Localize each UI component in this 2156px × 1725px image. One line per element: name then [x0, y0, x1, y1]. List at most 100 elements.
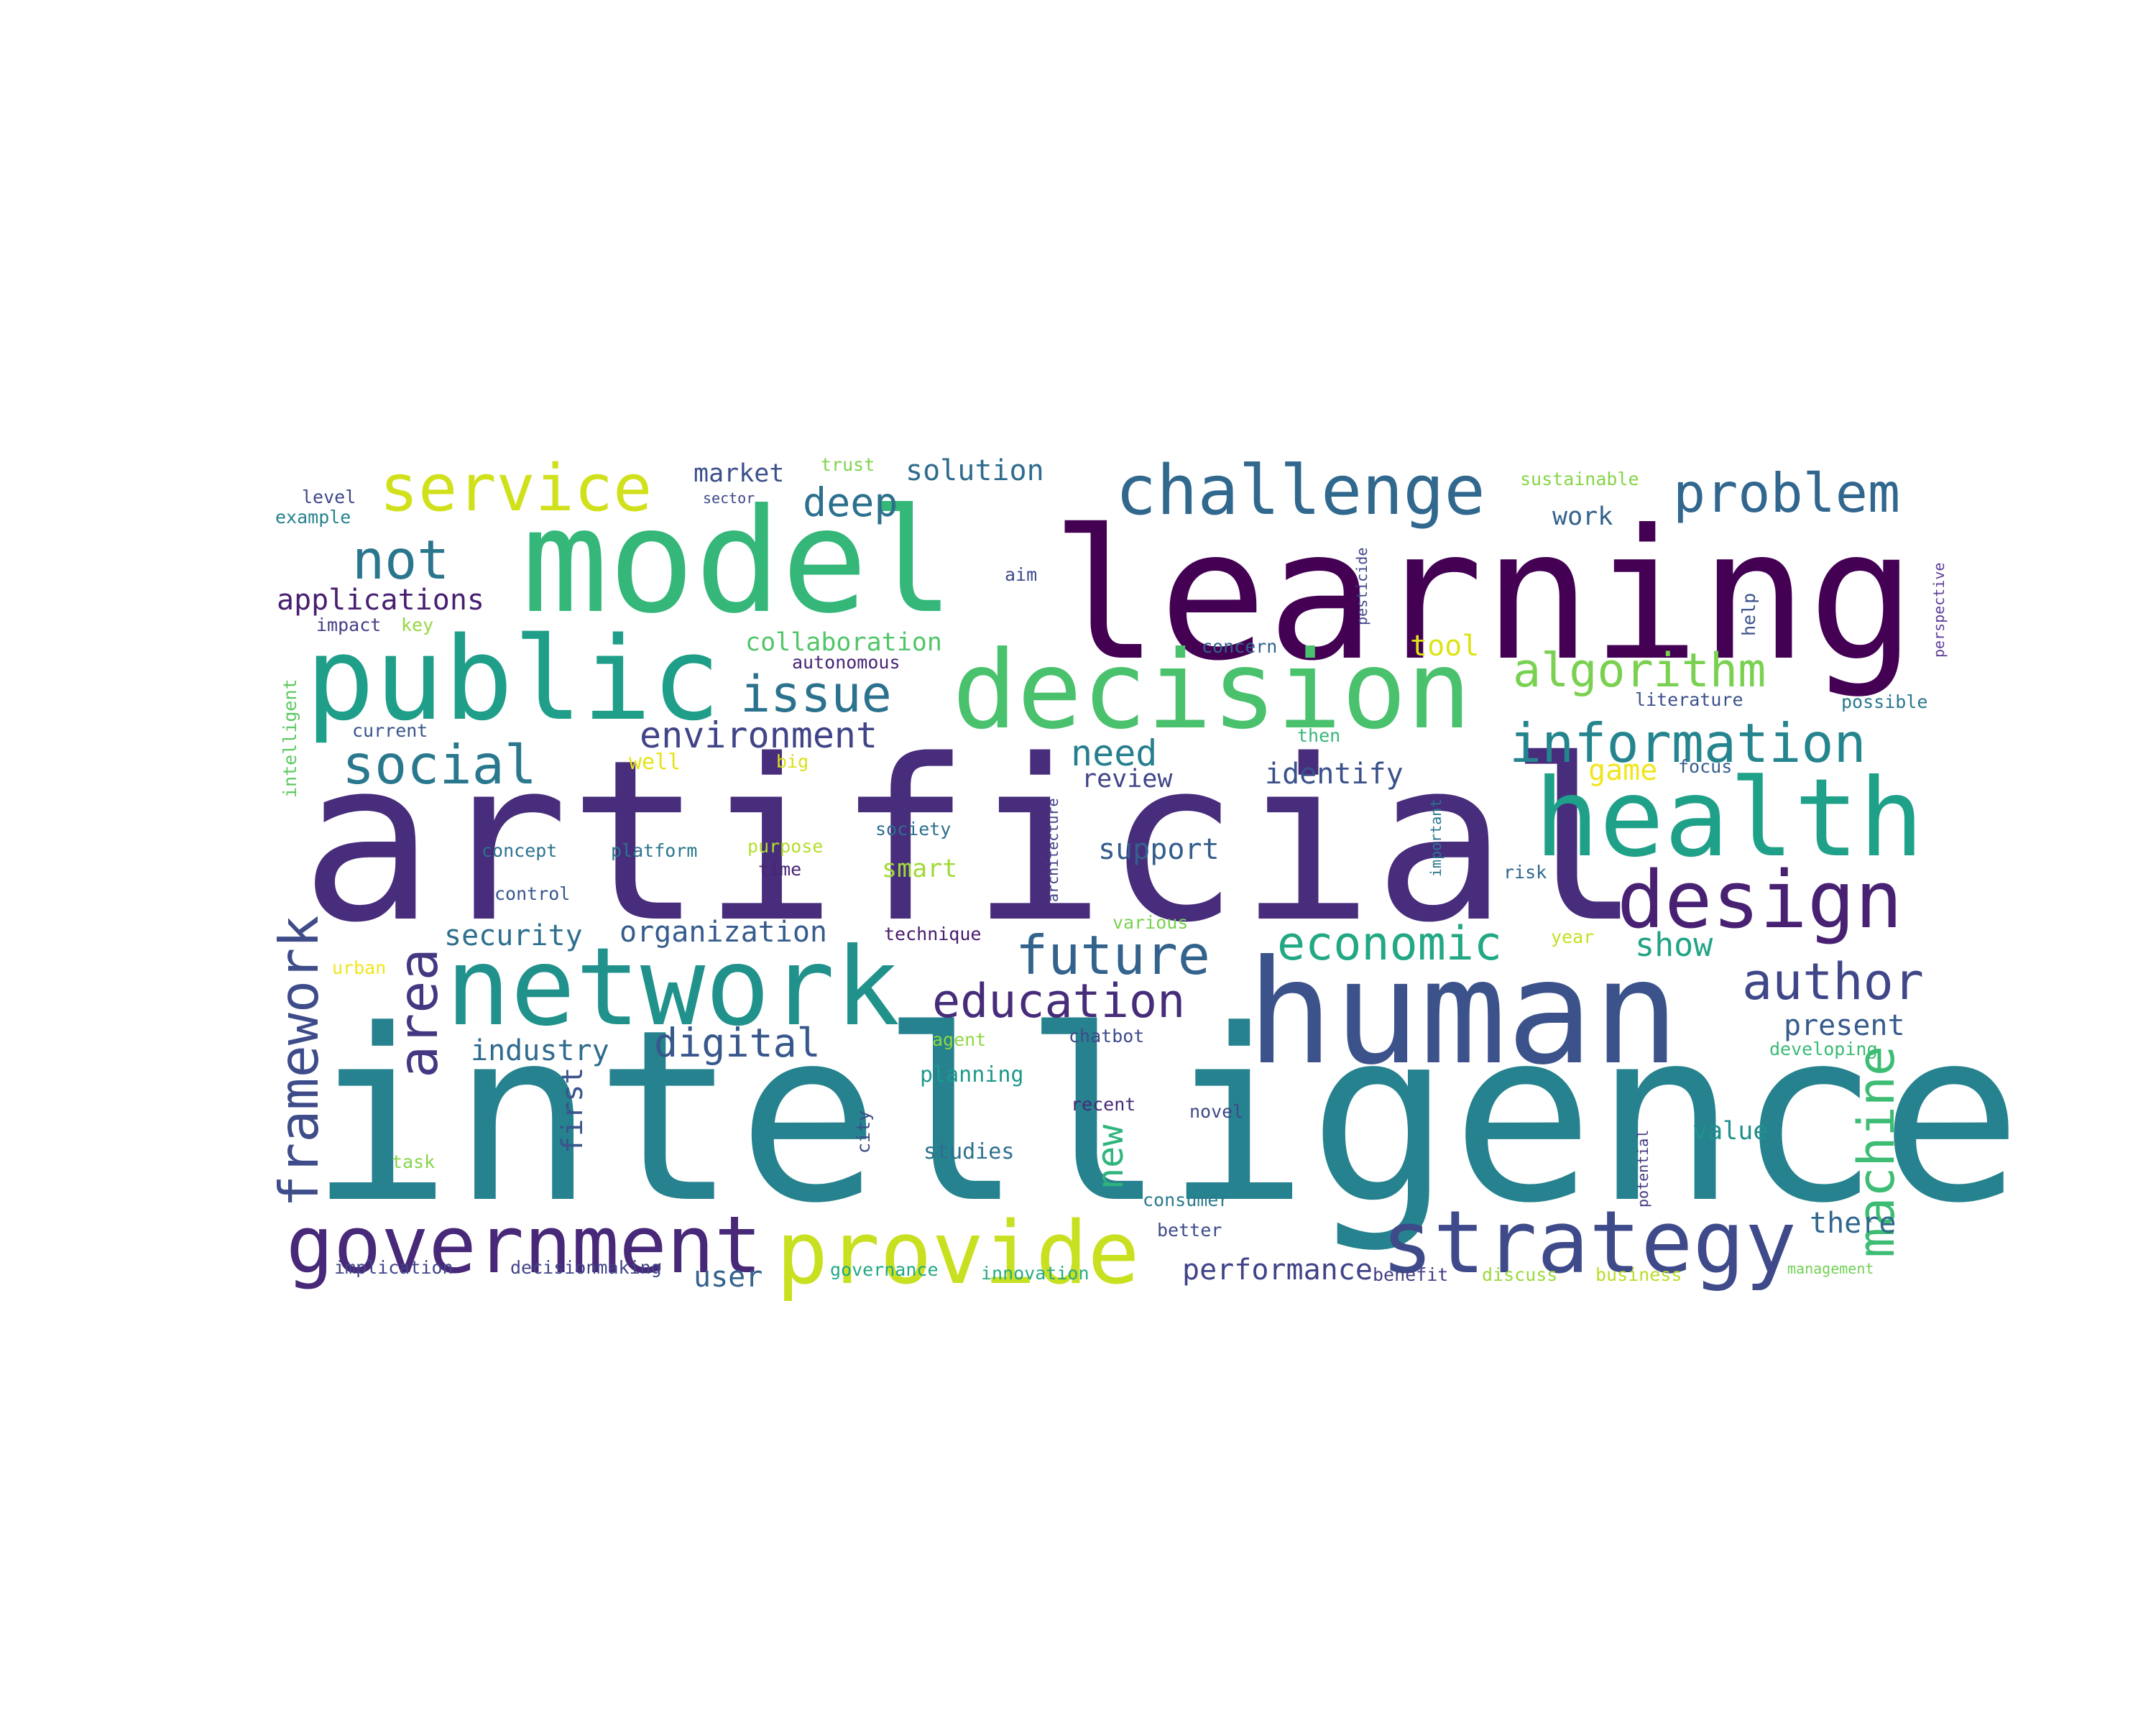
word-network: network [446, 925, 900, 1050]
word-user: user [694, 1261, 763, 1294]
word-time: time [758, 859, 801, 880]
word-control: control [494, 883, 570, 904]
word-novel: novel [1189, 1101, 1243, 1122]
word-implication: implication [334, 1257, 453, 1278]
word-help: help [1738, 593, 1759, 636]
word-government: government [286, 1199, 762, 1291]
word-level: level [302, 487, 356, 507]
word-benefit: benefit [1373, 1264, 1448, 1285]
word-review: review [1082, 765, 1173, 794]
word-challenge: challenge [1115, 451, 1485, 530]
word-not: not [352, 528, 449, 592]
word-platform: platform [611, 840, 697, 861]
word-issue: issue [740, 665, 892, 724]
word-focus: focus [1678, 756, 1732, 777]
word-learning: learning [1051, 491, 1916, 700]
word-design: design [1617, 854, 1902, 946]
word-security: security [444, 919, 583, 952]
word-various: various [1112, 912, 1188, 933]
word-potential: potential [1634, 1130, 1651, 1208]
word-key: key [401, 615, 433, 635]
word-planning: planning [920, 1062, 1024, 1087]
word-decision: decision [952, 628, 1471, 753]
word-recent: recent [1071, 1094, 1135, 1115]
word-architecture: architecture [1044, 799, 1061, 903]
word-urban: urban [332, 957, 386, 978]
word-author: author [1742, 952, 1924, 1011]
word-smart: smart [882, 855, 957, 883]
word-big: big [776, 751, 808, 772]
word-performance: performance [1182, 1254, 1373, 1287]
word-artificial: artificial [300, 712, 1641, 972]
word-consumer: consumer [1143, 1190, 1229, 1210]
word-first: first [556, 1067, 589, 1154]
word-purpose: purpose [747, 836, 823, 857]
word-management: management [1787, 1260, 1874, 1277]
word-solution: solution [906, 454, 1044, 487]
word-strategy: strategy [1381, 1193, 1797, 1293]
word-public: public [305, 612, 721, 746]
word-work: work [1552, 502, 1613, 531]
word-social: social [342, 733, 537, 796]
word-show: show [1635, 926, 1713, 964]
word-task: task [392, 1151, 435, 1172]
word-machine: machine [1847, 1046, 1906, 1258]
word-organization: organization [619, 916, 827, 949]
word-algorithm: algorithm [1513, 644, 1766, 698]
word-developing: developing [1769, 1039, 1878, 1059]
word-concern: concern [1202, 636, 1277, 657]
word-business: business [1595, 1264, 1682, 1285]
word-value: value [1692, 1117, 1768, 1146]
word-example: example [275, 507, 351, 528]
word-technique: technique [884, 924, 981, 944]
word-human: human [1247, 929, 1680, 1097]
word-need: need [1071, 732, 1157, 774]
word-city: city [853, 1110, 874, 1154]
word-then: then [1297, 725, 1340, 746]
word-possible: possible [1841, 691, 1927, 712]
word-deep: deep [803, 479, 898, 525]
word-pesticide: pesticide [1353, 548, 1370, 625]
word-framework: framework [267, 916, 331, 1208]
word-autonomous: autonomous [792, 652, 900, 673]
word-chatbot: chatbot [1069, 1026, 1144, 1046]
word-intelligent: intelligent [280, 678, 300, 798]
word-area: area [387, 948, 450, 1078]
word-environment: environment [640, 714, 877, 756]
word-discuss: discuss [1482, 1264, 1557, 1285]
word-future: future [1015, 924, 1210, 987]
word-new: new [1089, 1124, 1131, 1190]
word-there: there [1810, 1207, 1896, 1240]
word-information: information [1509, 712, 1866, 775]
word-literature: literature [1635, 689, 1743, 710]
word-tool: tool [1410, 630, 1479, 663]
word-provide: provide [776, 1204, 1140, 1304]
word-risk: risk [1503, 862, 1547, 883]
word-health: health [1534, 756, 1924, 881]
word-innovation: innovation [981, 1263, 1089, 1284]
word-impact: impact [316, 615, 381, 635]
word-society: society [875, 819, 951, 840]
word-aim: aim [1005, 564, 1037, 585]
word-well: well [629, 750, 681, 775]
word-decisionmaking: decisionmaking [510, 1257, 662, 1278]
word-economic: economic [1277, 917, 1502, 971]
word-industry: industry [471, 1034, 609, 1067]
word-trust: trust [821, 454, 875, 475]
word-digital: digital [654, 1020, 821, 1066]
word-year: year [1551, 926, 1594, 947]
word-concept: concept [482, 840, 557, 861]
word-model: model [522, 478, 954, 645]
word-collaboration: collaboration [745, 628, 942, 657]
word-agent: agent [932, 1029, 986, 1050]
word-education: education [932, 975, 1185, 1029]
word-identify: identify [1265, 758, 1404, 791]
word-service: service [379, 451, 652, 526]
word-current: current [352, 720, 428, 741]
word-present: present [1784, 1009, 1905, 1042]
word-market: market [694, 459, 784, 488]
word-studies: studies [923, 1139, 1014, 1164]
word-important: important [1427, 799, 1445, 877]
word-support: support [1098, 833, 1220, 866]
word-game: game [1588, 754, 1657, 787]
